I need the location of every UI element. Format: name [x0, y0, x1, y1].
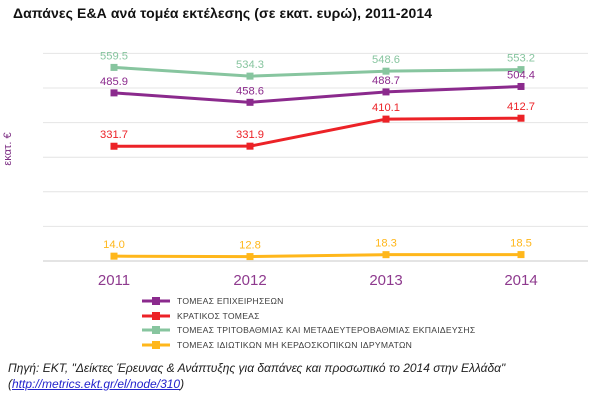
source-note: Πηγή: ΕΚΤ, "Δείκτες Έρευνας & Ανάπτυξης … — [8, 361, 505, 393]
series-line — [113, 65, 522, 78]
x-tick-label: 2012 — [233, 272, 266, 289]
data-point-marker — [110, 89, 118, 97]
data-point-marker — [517, 82, 525, 90]
chart-svg: 485.9 458.6 488.7 504.4 331.7 331.9 410.1 412.7… — [43, 50, 588, 289]
legend-label: ΤΟΜΕΑΣ ΕΠΙΧΕΙΡΗΣΕΩΝ — [177, 296, 284, 307]
x-tick-label: 2013 — [369, 272, 402, 289]
data-point-label: 412.7 — [507, 101, 535, 113]
data-point-label: 485.9 — [100, 76, 128, 88]
source-text: Πηγή: ΕΚΤ, "Δείκτες Έρευνας & Ανάπτυξης … — [8, 361, 506, 375]
data-point-marker — [517, 66, 525, 74]
legend-marker-icon — [142, 326, 170, 335]
legend-item: ΚΡΑΤΙΚΟΣ ΤΟΜΕΑΣ — [142, 309, 475, 324]
legend-label: ΤΟΜΕΑΣ ΤΡΙΤΟΒΑΘΜΙΑΣ ΚΑΙ ΜΕΤΑΔΕΥΤΕΡΟΒΑΘΜΙ… — [177, 325, 476, 336]
source-paren-open: ( — [8, 376, 12, 391]
data-point-label: 559.5 — [100, 50, 128, 62]
data-point-label: 553.2 — [507, 53, 535, 65]
source-paren-close: ) — [180, 376, 185, 391]
legend-item: ΤΟΜΕΑΣ ΤΡΙΤΟΒΑΘΜΙΑΣ ΚΑΙ ΜΕΤΑΔΕΥΤΕΡΟΒΑΘΜΙ… — [142, 323, 475, 338]
data-point-label: 488.7 — [372, 75, 400, 87]
data-point-label: 331.7 — [100, 129, 128, 141]
data-point-label: 18.3 — [375, 238, 397, 250]
data-point-label: 504.4 — [507, 69, 535, 81]
source-url-line: (http://metrics.ekt.gr/el/node/310) — [8, 377, 505, 393]
chart-title: Δαπάνες Ε&Α ανά τομέα εκτέλεσης (σε εκατ… — [13, 5, 433, 21]
legend-label: ΚΡΑΤΙΚΟΣ ΤΟΜΕΑΣ — [177, 310, 260, 321]
data-point-label: 14.0 — [103, 239, 125, 251]
data-point-label: 548.6 — [372, 54, 400, 66]
data-point-marker — [110, 142, 118, 150]
data-point-label: 12.8 — [239, 240, 261, 252]
data-point-marker — [382, 67, 390, 75]
legend: ΤΟΜΕΑΣ ΕΠΙΧΕΙΡΗΣΕΩΝ ΚΡΑΤΙΚΟΣ ΤΟΜΕΑΣ ΤΟΜΕΑΣ… — [142, 294, 475, 352]
data-point-label: 410.1 — [372, 102, 400, 114]
data-point-marker — [246, 72, 254, 80]
data-point-marker — [246, 253, 254, 261]
data-point-marker — [382, 88, 390, 96]
series-line — [113, 116, 522, 148]
legend-marker-icon — [142, 311, 170, 320]
source-link[interactable]: http://metrics.ekt.gr/el/node/310 — [12, 376, 181, 391]
data-point-label: 18.5 — [510, 238, 532, 250]
legend-item: ΤΟΜΕΑΣ ΕΠΙΧΕΙΡΗΣΕΩΝ — [142, 294, 475, 309]
x-tick-label: 2011 — [98, 272, 130, 289]
data-point-marker — [382, 115, 390, 123]
y-axis-label: εκατ. € — [2, 132, 14, 166]
data-point-marker — [246, 142, 254, 150]
source-text-line: Πηγή: ΕΚΤ, "Δείκτες Έρευνας & Ανάπτυξης … — [8, 361, 505, 377]
data-point-marker — [246, 98, 254, 106]
data-point-marker — [517, 251, 525, 259]
x-tick-label: 2014 — [504, 272, 537, 289]
data-point-marker — [517, 114, 525, 122]
data-point-label: 331.9 — [236, 129, 264, 141]
legend-marker-icon — [142, 341, 170, 350]
data-point-label: 534.3 — [236, 59, 264, 71]
data-point-label: 458.6 — [236, 85, 264, 97]
series-line — [113, 84, 522, 104]
data-point-marker — [382, 251, 390, 259]
data-point-marker — [110, 252, 118, 260]
legend-item: ΤΟΜΕΑΣ ΙΔΙΩΤΙΚΩΝ ΜΗ ΚΕΡΔΟΣΚΟΠΙΚΩΝ ΙΔΡΥΜΑ… — [142, 338, 475, 353]
legend-label: ΤΟΜΕΑΣ ΙΔΙΩΤΙΚΩΝ ΜΗ ΚΕΡΔΟΣΚΟΠΙΚΩΝ ΙΔΡΥΜΑ… — [177, 340, 413, 351]
data-point-marker — [110, 63, 118, 71]
legend-marker-icon — [142, 297, 170, 306]
series-line — [113, 253, 522, 259]
